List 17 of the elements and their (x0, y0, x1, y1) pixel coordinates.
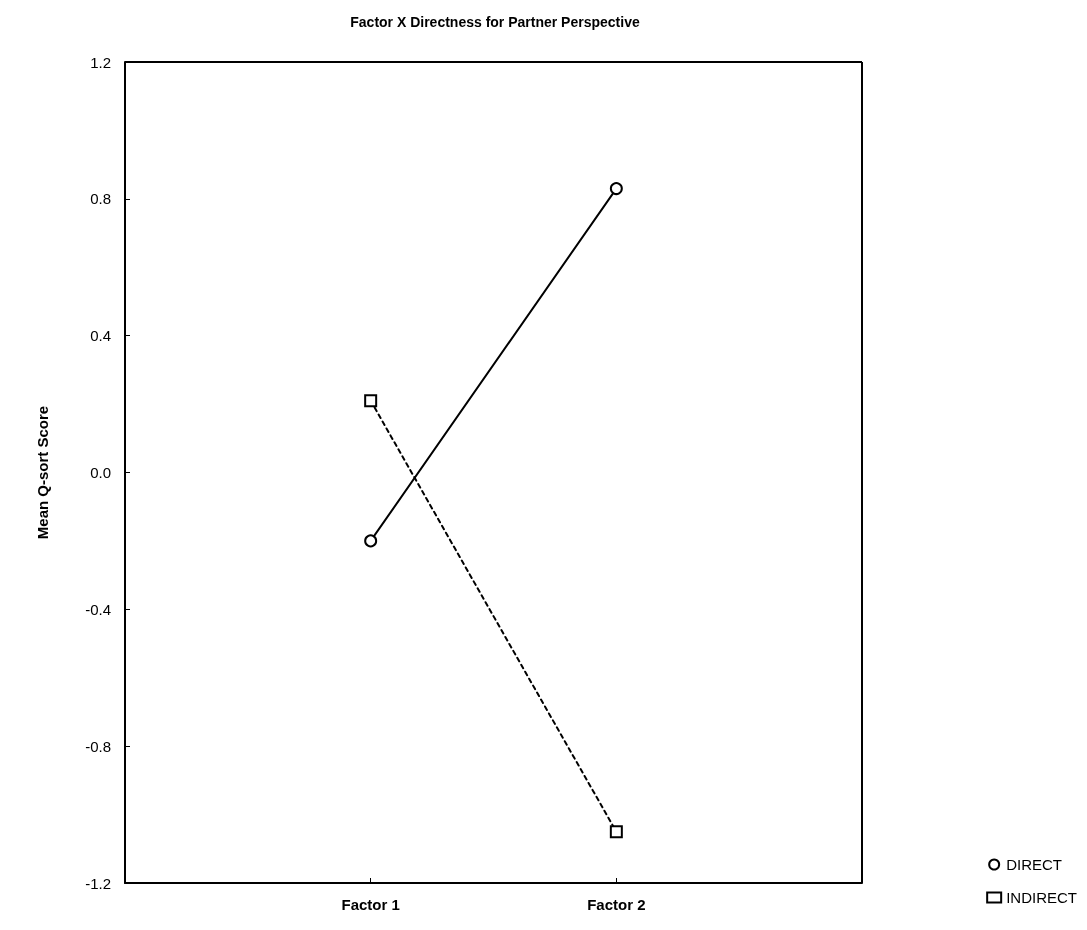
y-tick-label: 1.2 (90, 53, 111, 71)
chart-title: Factor X Directness for Partner Perspective (350, 14, 640, 30)
y-axis-title: Mean Q-sort Score (34, 405, 51, 540)
point (364, 534, 378, 548)
y-tick-label: -1.2 (85, 874, 111, 892)
y-tick-label: -0.4 (85, 600, 111, 618)
legend-label: DIRECT (1006, 856, 1063, 873)
x-tick-label: Factor 1 (341, 896, 400, 913)
y-tick-label: 0.4 (90, 327, 111, 345)
y-tick-label: -0.8 (85, 737, 111, 755)
legend-label: INDIRECT (1006, 889, 1078, 906)
y-tick-label: 0.0 (90, 464, 111, 481)
x-tick-label: Factor 2 (587, 896, 646, 913)
point (364, 394, 378, 408)
point (609, 825, 623, 839)
point (609, 182, 623, 196)
y-tick-label: 0.8 (90, 190, 111, 208)
